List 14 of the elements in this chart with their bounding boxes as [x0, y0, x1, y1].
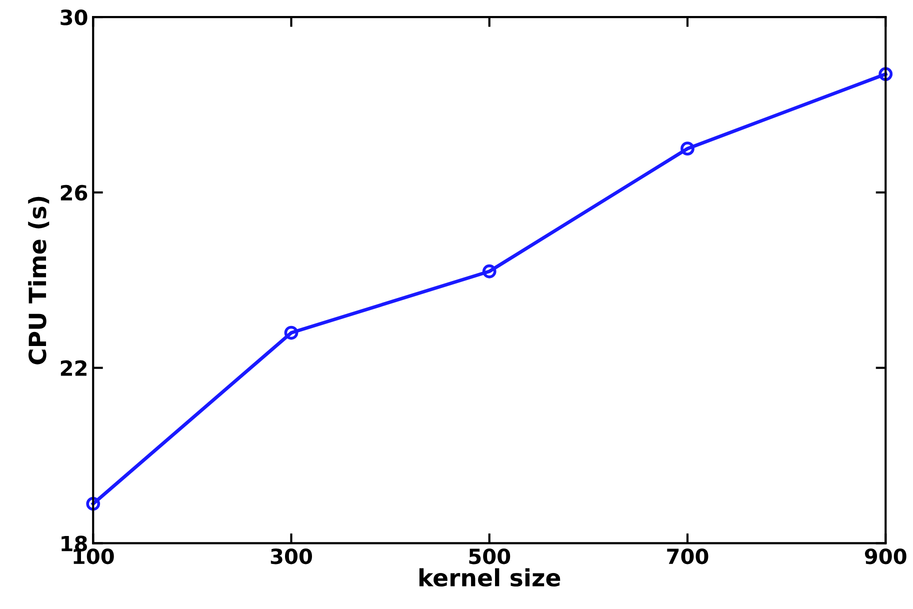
y-axis-title: CPU Time (s) — [28, 196, 50, 364]
x-tick-label: 500 — [469, 548, 510, 564]
y-tick-label: 26 — [60, 184, 88, 201]
point — [86, 496, 100, 511]
point — [482, 264, 496, 278]
x-axis-title: kernel size — [419, 568, 560, 587]
y-tick-label: 22 — [60, 360, 86, 376]
x-tick-label: 300 — [270, 548, 312, 564]
point — [284, 326, 298, 340]
x-tick-label: 700 — [667, 548, 708, 564]
point — [878, 67, 893, 81]
x-tick-label: 900 — [864, 548, 906, 564]
y-tick-label: 30 — [60, 10, 88, 26]
point — [680, 142, 694, 156]
